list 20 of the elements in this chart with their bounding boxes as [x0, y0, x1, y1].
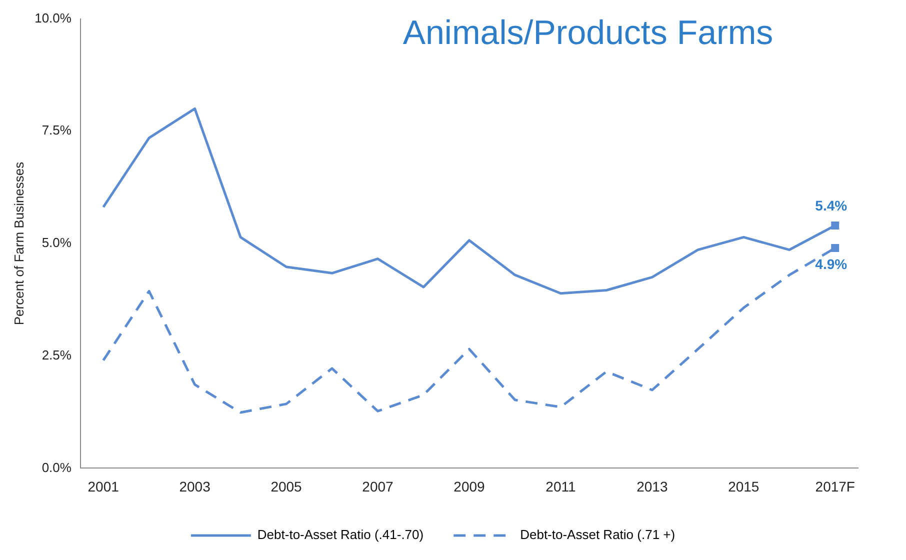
y-tick-label: 2.5% — [42, 347, 72, 362]
y-axis-title: Percent of Farm Businesses — [11, 161, 26, 326]
y-tick-label: 7.5% — [42, 122, 72, 138]
x-tick-label: 2009 — [454, 478, 486, 494]
y-tick-label: 10.0% — [34, 10, 72, 26]
data-label: 5.4% — [815, 197, 848, 214]
x-tick-label: 2011 — [546, 478, 576, 494]
legend-label: Debt-to-Asset Ratio (.71 +) — [520, 527, 676, 542]
legend-label: Debt-to-Asset Ratio (.41-.70) — [257, 527, 424, 542]
x-tick-label: 2017F — [815, 478, 855, 494]
y-tick-label: 5.0% — [42, 235, 72, 250]
x-tick-label: 2015 — [728, 478, 760, 494]
x-tick-label: 2013 — [636, 478, 668, 494]
chart-title: Animals/Products Farms — [402, 14, 774, 53]
x-tick-label: 2001 — [88, 478, 120, 494]
data-label: 4.9% — [815, 256, 848, 272]
x-tick-label: 2003 — [179, 478, 211, 494]
x-tick-label: 2007 — [362, 478, 394, 494]
x-tick-label: 2005 — [270, 478, 302, 494]
y-tick-label: 0.0% — [42, 460, 72, 475]
